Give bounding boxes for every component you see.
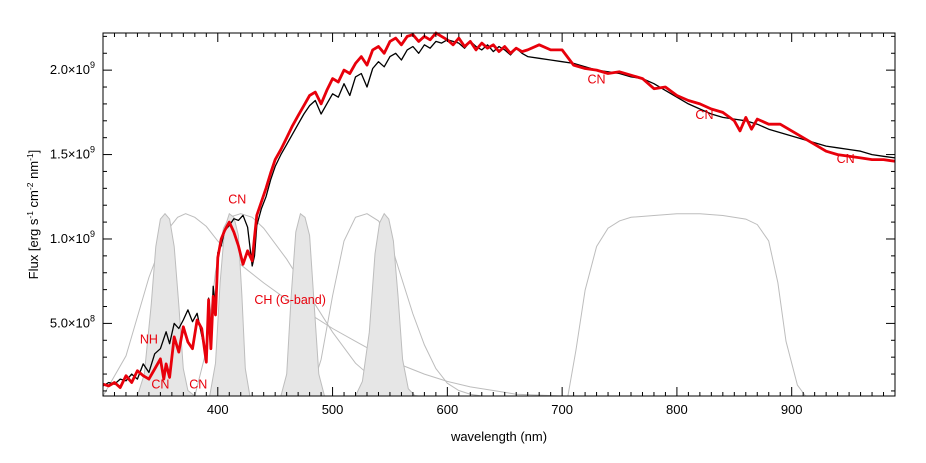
filter-curve-filled-6 (280, 212, 326, 397)
filter-curve-3 (567, 213, 806, 397)
y-tick-labels: 5.0×108 1.0×109 1.5×109 2.0×109 (50, 60, 95, 330)
line-annotation: CN (189, 377, 207, 391)
filter-curve-filled-7 (354, 212, 417, 397)
y-tick-label: 1.5×109 (50, 145, 95, 162)
y-title-exp1: -1 (25, 211, 35, 219)
plot-frame (102, 32, 896, 397)
x-tick-labels: 400 500 600 700 800 900 (207, 402, 803, 417)
y-title-mid1: cm (26, 190, 41, 211)
x-axis-title: wavelength (nm) (450, 429, 547, 444)
line-annotation: CN (228, 193, 246, 207)
x-tick-label: 800 (666, 402, 688, 417)
spectrum-series (102, 31, 896, 390)
line-annotation: CN (588, 73, 606, 87)
y-title-suffix: ] (26, 150, 41, 154)
x-tick-label: 700 (551, 402, 573, 417)
y-tick-label: 1.0×109 (50, 229, 95, 246)
line-annotations: NH CN CN CN CH (G-band) CN CN CN (140, 73, 855, 392)
axis-ticks (103, 33, 896, 396)
y-title-exp3: -1 (25, 153, 35, 161)
x-tick-label: 400 (207, 402, 229, 417)
x-tick-label: 600 (436, 402, 458, 417)
filter-curve-filled-5 (209, 212, 251, 397)
y-tick-label: 5.0×108 (50, 313, 95, 330)
x-tick-label: 500 (322, 402, 344, 417)
y-title-mid2: nm (26, 161, 41, 183)
filter-curve-2 (309, 213, 482, 397)
line-annotation: CN (151, 377, 169, 391)
line-annotation: CH (G-band) (254, 293, 326, 307)
model-spectrum-line (102, 31, 896, 390)
y-title-exp2: -2 (25, 182, 35, 190)
line-annotation: CN (837, 152, 855, 166)
line-annotation: CN (695, 108, 713, 122)
y-axis-title: Flux [erg s-1 cm-2 nm-1] (25, 150, 41, 280)
y-tick-label: 2.0×109 (50, 60, 95, 77)
y-title-prefix: Flux [erg s (26, 218, 41, 279)
filter-transmission-curves (102, 212, 806, 397)
line-annotation: NH (140, 333, 158, 347)
x-tick-label: 900 (781, 402, 803, 417)
